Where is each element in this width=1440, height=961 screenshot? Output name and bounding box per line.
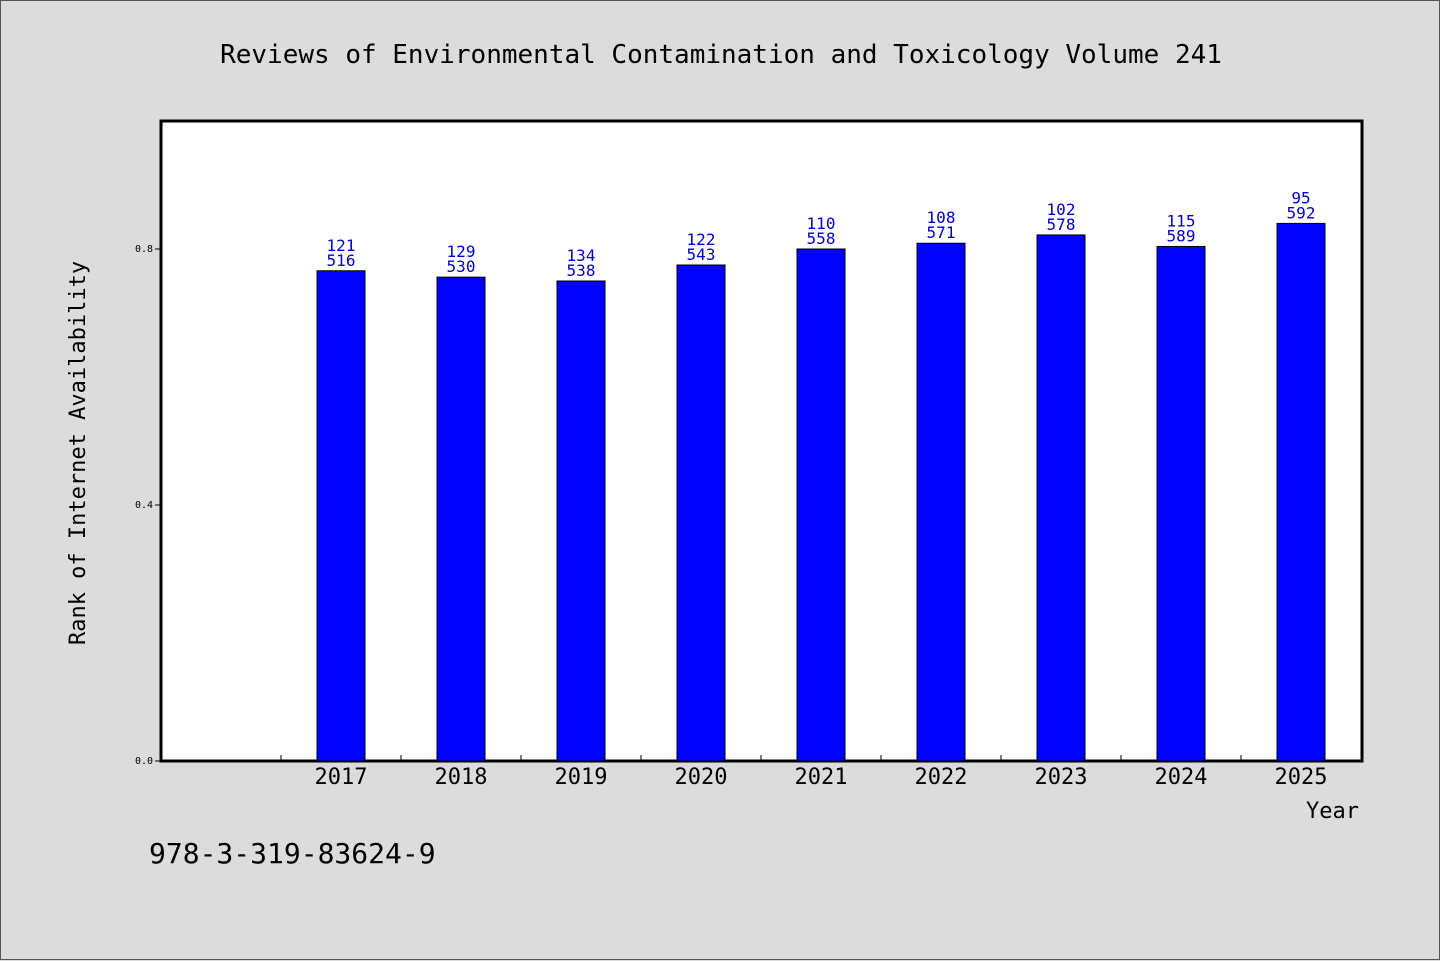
bar-2023 — [1036, 234, 1086, 762]
bar-2024 — [1156, 245, 1206, 762]
y-axis-label: Rank of Internet Availability — [66, 261, 91, 645]
bar-label-count: 543 — [687, 245, 716, 264]
x-axis-ticks — [280, 755, 1242, 761]
bar-2019 — [556, 280, 606, 762]
x-axis-label: Year — [1306, 799, 1359, 824]
bar-2018 — [436, 276, 486, 762]
x-tick-label: 2022 — [915, 765, 968, 790]
bar-label-rank: 108 — [927, 208, 956, 227]
bar-label-rank: 134 — [567, 246, 596, 265]
x-tick-label: 2020 — [675, 765, 728, 790]
bar-label-rank: 121 — [327, 236, 356, 255]
bar-label-count: 530 — [447, 257, 476, 276]
bar-label-count: 571 — [927, 223, 956, 242]
bar-label-rank: 95 — [1291, 188, 1310, 207]
x-tick-label: 2019 — [555, 765, 608, 790]
bar-2017 — [316, 270, 366, 762]
bars — [316, 222, 1326, 762]
bar-2025 — [1276, 222, 1326, 762]
category-labels: 2017 2018 2019 2020 2021 2022 2023 2024 2025 — [315, 765, 1328, 790]
bar-2021 — [796, 248, 846, 762]
y-tick-label: 0.0 — [135, 756, 153, 767]
isbn-text: 978-3-319-83624-9 — [149, 837, 436, 870]
bar-label-rank: 115 — [1167, 211, 1196, 230]
y-axis-ticks: 0.0 0.4 0.8 — [135, 244, 161, 767]
bar-label-count: 538 — [567, 261, 596, 280]
bar-label-rank: 110 — [807, 214, 836, 233]
bar-label-count: 516 — [327, 251, 356, 270]
y-tick-label: 0.8 — [135, 244, 153, 255]
bar-label-rank: 122 — [687, 230, 716, 249]
chart-title: Reviews of Environmental Contamination a… — [220, 40, 1222, 70]
x-tick-label: 2018 — [435, 765, 488, 790]
bar-label-count: 578 — [1047, 215, 1076, 234]
x-tick-label: 2021 — [795, 765, 848, 790]
x-tick-label: 2023 — [1035, 765, 1088, 790]
bar-2022 — [916, 242, 966, 762]
bar-label-rank: 129 — [447, 242, 476, 261]
bar-2020 — [676, 264, 726, 762]
y-tick-label: 0.4 — [135, 500, 153, 511]
x-tick-label: 2017 — [315, 765, 368, 790]
bar-label-count: 592 — [1287, 203, 1316, 222]
x-tick-label: 2024 — [1155, 765, 1208, 790]
x-tick-label: 2025 — [1275, 765, 1328, 790]
bar-label-rank: 102 — [1047, 200, 1076, 219]
bar-label-count: 558 — [807, 229, 836, 248]
bar-label-count: 589 — [1167, 226, 1196, 245]
